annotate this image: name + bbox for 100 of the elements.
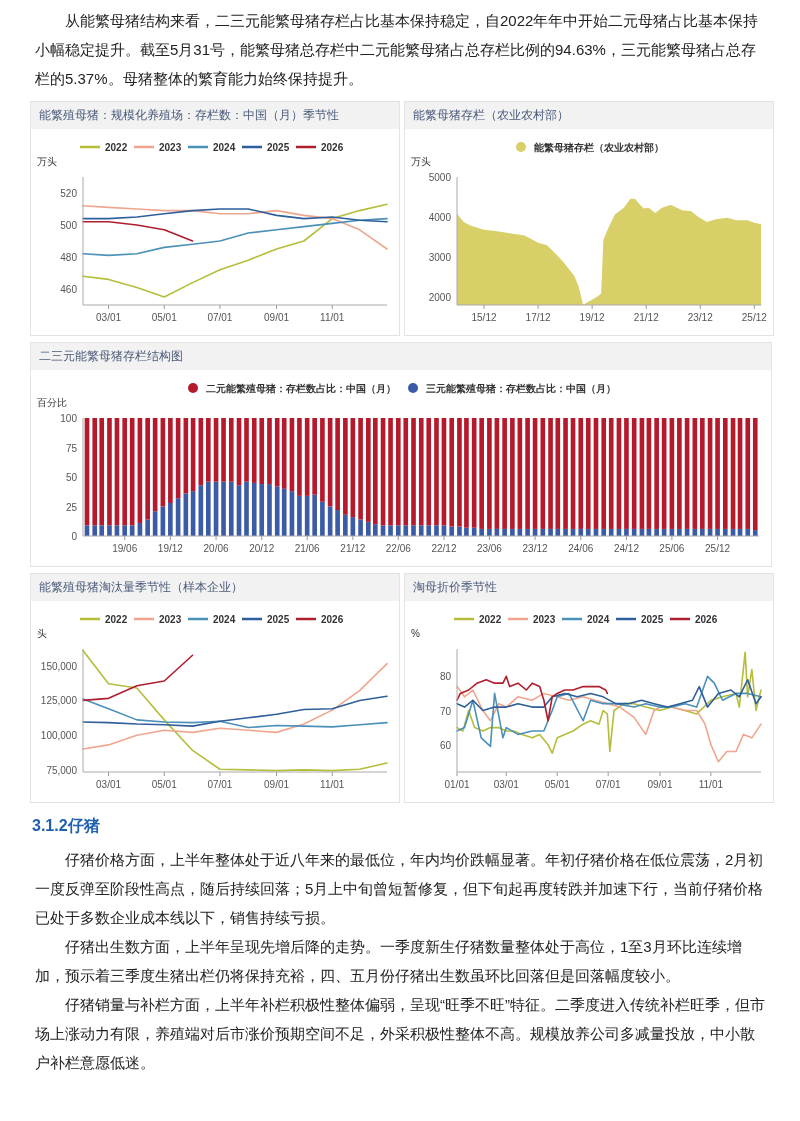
bar bbox=[434, 418, 439, 526]
bar bbox=[366, 418, 371, 522]
bar bbox=[677, 418, 682, 529]
x-tick-label: 11/01 bbox=[320, 312, 345, 323]
bar bbox=[358, 519, 363, 536]
x-tick-label: 21/12 bbox=[340, 543, 366, 554]
bar bbox=[297, 495, 302, 536]
bar bbox=[366, 521, 371, 536]
y-tick-label: 50 bbox=[65, 472, 78, 483]
bar bbox=[722, 528, 728, 536]
y-tick-label: 100,000 bbox=[40, 730, 78, 742]
bar bbox=[107, 525, 112, 536]
bar bbox=[145, 519, 150, 536]
bar bbox=[601, 528, 607, 536]
bar bbox=[411, 418, 416, 526]
x-tick-label: 24/06 bbox=[568, 543, 594, 554]
legend-label: 2024 bbox=[213, 614, 236, 625]
line-series bbox=[82, 662, 388, 750]
x-tick-label: 22/12 bbox=[431, 543, 457, 554]
bar bbox=[624, 528, 629, 536]
bar bbox=[335, 510, 340, 536]
bar bbox=[343, 418, 348, 515]
x-tick-label: 19/06 bbox=[112, 543, 138, 554]
bar bbox=[502, 418, 507, 529]
bar bbox=[654, 528, 659, 536]
chart-title: 能繁殖母猪淘汰量季节性（样本企业） bbox=[31, 574, 399, 601]
bar bbox=[548, 418, 553, 529]
bar bbox=[624, 418, 629, 529]
bar bbox=[449, 418, 455, 527]
bar bbox=[578, 418, 584, 529]
bar bbox=[722, 418, 728, 529]
bar bbox=[548, 528, 553, 536]
bar bbox=[449, 526, 455, 536]
x-tick-label: 20/06 bbox=[203, 543, 229, 554]
y-tick-label: 520 bbox=[60, 188, 78, 199]
legend-label: 2023 bbox=[533, 614, 556, 625]
x-tick-label: 07/01 bbox=[207, 779, 233, 790]
bar bbox=[99, 525, 105, 536]
bar bbox=[418, 418, 424, 526]
legend-label: 2026 bbox=[321, 614, 344, 625]
bar bbox=[259, 484, 265, 536]
y-tick-label: 480 bbox=[60, 252, 78, 263]
bar bbox=[411, 525, 416, 536]
bar bbox=[358, 418, 363, 520]
text: 仔猪出生数方面，上半年呈现先增后降的走势。一季度新生仔猪数量整体处于高位，1至3月环比连续增加，预示着三季度生猪出栏仍将保持充裕，四、五月份仔猪出生数虽环比回落但是回落幅度较小。 bbox=[35, 937, 743, 986]
y-tick-label: 80 bbox=[439, 671, 452, 683]
bar bbox=[388, 525, 393, 536]
bar bbox=[585, 528, 591, 536]
bar bbox=[320, 501, 325, 536]
bar bbox=[563, 418, 568, 529]
y-tick-label: 5000 bbox=[428, 172, 452, 183]
y-tick-label: 125,000 bbox=[40, 695, 78, 707]
legend-label: 2025 bbox=[267, 142, 290, 153]
bar bbox=[563, 528, 568, 536]
y-axis-title: 万头 bbox=[37, 156, 57, 167]
y-tick-label: 60 bbox=[439, 739, 452, 751]
y-tick-label: 25 bbox=[65, 501, 78, 513]
bar bbox=[426, 418, 432, 526]
chart-title: 能繁殖母猪：规模化养殖场：存栏数：中国（月）季节性 bbox=[31, 102, 399, 129]
bar bbox=[205, 481, 211, 536]
x-tick-label: 07/01 bbox=[207, 312, 233, 323]
line-series bbox=[82, 205, 388, 250]
bar bbox=[274, 418, 280, 487]
bar bbox=[373, 524, 378, 536]
bar bbox=[677, 528, 682, 536]
bar bbox=[434, 525, 439, 536]
legend-label: 2026 bbox=[695, 614, 718, 625]
x-tick-label: 25/12 bbox=[705, 543, 731, 554]
x-tick-label: 05/01 bbox=[151, 312, 178, 323]
bar bbox=[418, 525, 424, 536]
bar bbox=[122, 525, 128, 536]
bar bbox=[752, 530, 758, 536]
bar bbox=[585, 418, 591, 529]
bar bbox=[555, 528, 561, 536]
x-tick-label: 23/12 bbox=[522, 543, 549, 554]
bar bbox=[221, 418, 226, 482]
bar bbox=[540, 528, 546, 536]
x-tick-label: 03/01 bbox=[493, 779, 520, 790]
line-series bbox=[456, 678, 762, 712]
x-tick-label: 21/06 bbox=[294, 543, 321, 554]
legend-label: 2022 bbox=[479, 614, 502, 625]
bar bbox=[487, 528, 492, 536]
bar bbox=[267, 418, 272, 485]
bar bbox=[168, 502, 173, 536]
y-tick-label: 500 bbox=[60, 220, 78, 231]
bar bbox=[259, 418, 265, 485]
bar bbox=[388, 418, 393, 526]
y-axis-title: % bbox=[411, 628, 420, 639]
legend-label: 能繁母猪存栏（农业农村部） bbox=[534, 142, 664, 153]
bar bbox=[403, 525, 409, 536]
chart-title: 淘母折价季节性 bbox=[405, 574, 773, 601]
x-tick-label: 23/12 bbox=[687, 312, 714, 323]
line-series bbox=[456, 685, 762, 763]
bar bbox=[578, 528, 584, 536]
bar bbox=[479, 418, 484, 529]
legend-label: 2022 bbox=[105, 614, 128, 625]
x-tick-label: 19/12 bbox=[579, 312, 606, 323]
line-series bbox=[456, 675, 762, 748]
text: 从能繁母猪结构来看，二三元能繁母猪存栏占比基本保持稳定，自2022年年中开始二元母猪占比基本保持小幅稳定提升。截至5月31号，能繁母猪总存栏中二元能繁母猪占总存栏比例的94.63%，三元能繁母猪占总存栏的5.37%。母猪整体的繁育能力始终保持提升。 bbox=[35, 11, 760, 89]
bar bbox=[99, 418, 105, 526]
